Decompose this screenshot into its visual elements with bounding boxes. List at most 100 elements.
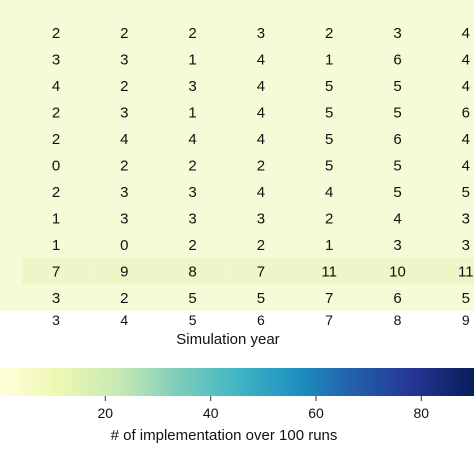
cell-value-label: 2 [257,237,265,254]
cell-value-label: 3 [120,210,128,227]
heatmap-cell [363,125,432,153]
heatmap-cell [21,20,91,47]
cell-value-label: 5 [462,290,470,307]
cell-value-label: 1 [325,52,333,69]
cell-value-label: 4 [462,52,470,69]
colorbar-tick-label: 60 [308,405,324,421]
cell-value-label: 5 [325,131,333,148]
heatmap-cell [295,258,364,285]
heatmap-cell [90,20,159,47]
cell-value-label: 8 [188,263,196,280]
x-axis-ticks: 3 4 5 6 7 8 9 [52,312,470,328]
cell-value-label: 4 [188,131,196,148]
heatmap-cell [21,125,91,153]
heatmap-cell [90,231,159,259]
heatmap-cell [363,20,432,47]
cell-value-label: 4 [462,131,470,148]
heatmap-value-labels: 2 2 2 3 2 3 4 3 3 1 4 1 6 4 4 2 3 4 5 5 4 2 3 1 4 5 5 6 2 4 4 4 5 6 4 0 2 2 2 5… [52,25,474,307]
cell-value-label: 2 [188,25,196,42]
cell-value-label: 5 [257,290,265,307]
heatmap-cell [90,99,159,126]
cell-value-label: 7 [257,263,265,280]
cell-value-label: 3 [393,25,401,42]
x-tick-label: 4 [120,312,128,328]
cell-value-label: 4 [257,52,265,69]
cell-value-label: 3 [120,184,128,201]
heatmap-cell [226,258,295,285]
heatmap-cell [158,152,227,179]
cell-value-label: 3 [393,237,401,254]
colorbar-tick-label: 40 [203,405,219,421]
cell-value-label: 1 [188,52,196,69]
cell-value-label: 3 [188,184,196,201]
cell-value-label: 0 [52,158,60,175]
heatmap-cell [226,284,295,311]
heatmap-cell [295,99,364,126]
colorbar-ticks: 20 40 60 80 [98,396,429,421]
heatmap-cell [226,46,295,73]
cell-value-label: 7 [325,290,333,307]
heatmap-cell [363,178,432,206]
heatmap-cell [158,258,227,285]
heatmap-cell [158,231,227,259]
heatmap-cell [363,205,432,232]
heatmap-cell [226,72,295,100]
x-tick-label: 9 [462,312,470,328]
heatmap-cell [431,178,474,206]
heatmap-cell [226,20,295,47]
cell-value-label: 4 [257,78,265,95]
heatmap-cell [363,258,432,285]
cell-value-label: 11 [458,263,474,280]
cell-value-label: 6 [393,52,401,69]
heatmap-cell [158,72,227,100]
cell-value-label: 3 [120,52,128,69]
x-tick-label: 5 [189,312,197,328]
heatmap-cell [21,258,91,285]
colorbar-tick-label: 20 [98,405,114,421]
heatmap-cell [363,284,432,311]
heatmap-cell [226,99,295,126]
x-tick-label: 3 [52,312,60,328]
cell-value-label: 6 [393,131,401,148]
heatmap-cell [90,152,159,179]
heatmap-cell [295,178,364,206]
heatmap-cell [90,258,159,285]
cell-value-label: 3 [188,78,196,95]
heatmap-cell [90,284,159,311]
heatmap-cell [158,46,227,73]
heatmap-cell [21,284,91,311]
heatmap-cell [431,231,474,259]
heatmap-cell [21,178,91,206]
cell-value-label: 6 [393,290,401,307]
cell-value-label: 1 [188,105,196,122]
cell-value-label: 5 [188,290,196,307]
heatmap-cell [226,178,295,206]
cell-value-label: 5 [325,78,333,95]
cell-value-label: 5 [393,78,401,95]
heatmap-cell [431,125,474,153]
heatmap-cell [90,72,159,100]
heatmap-cell [295,20,364,47]
heatmap-cell [363,99,432,126]
cell-value-label: 4 [120,131,128,148]
x-tick-label: 6 [257,312,265,328]
heatmap-cell [158,178,227,206]
x-axis-title: Simulation year [176,331,279,348]
cell-value-label: 6 [462,105,470,122]
cell-value-label: 4 [257,105,265,122]
heatmap-cell [226,205,295,232]
cell-value-label: 5 [393,184,401,201]
heatmap-cell [226,125,295,153]
heatmap-cell [431,284,474,311]
heatmap-cell [90,125,159,153]
heatmap-cell [363,72,432,100]
cell-value-label: 7 [52,263,60,280]
cell-value-label: 1 [325,237,333,254]
colorbar-title: # of implementation over 100 runs [111,427,338,444]
cell-value-label: 2 [52,25,60,42]
cell-value-label: 3 [257,25,265,42]
heatmap-cell [295,205,364,232]
heatmap-grid [0,0,474,311]
heatmap-cell [158,20,227,47]
cell-value-label: 11 [321,263,337,280]
